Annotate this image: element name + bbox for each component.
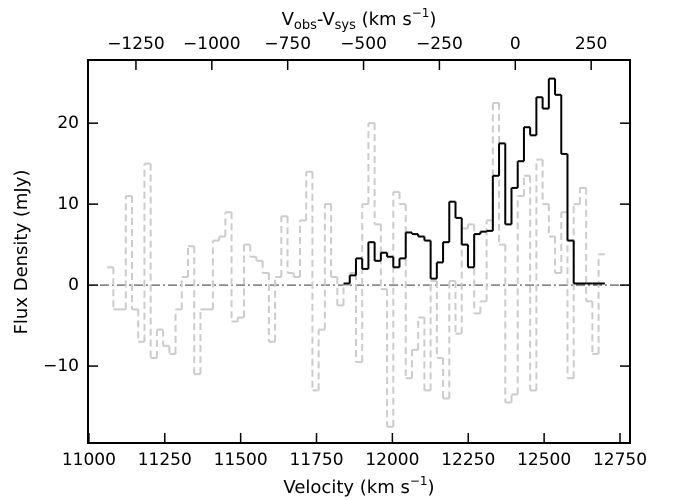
x-label-part: −1 [410,474,428,488]
x2-label-part: V [282,9,295,30]
x-axis-label: Velocity (km s−1) [283,474,434,499]
x-tick-label: 11250 [138,450,192,470]
x2-tick-label: −250 [416,34,463,54]
y-axis-label: Flux Density (mJy) [11,170,32,335]
x-tick-label: 12000 [365,450,419,470]
x2-label-part: (km s [356,9,412,30]
x2-label-part: ) [429,9,436,30]
x2-tick-label: −1000 [183,34,241,54]
x2-tick-label: −1250 [107,34,165,54]
x-tick-label: 11750 [289,450,343,470]
x2-label-part: obs [294,18,317,33]
y-tick-label: 20 [57,113,79,133]
x-tick-label: 11500 [214,450,268,470]
y-tick-label: −10 [43,356,79,376]
x2-tick-label: 0 [510,34,521,54]
x-tick-label: 11000 [62,450,116,470]
x2-label-part: sys [335,18,356,33]
plot-frame [87,59,631,444]
x2-label-part: −1 [412,6,430,20]
y-tick-label: 0 [68,275,79,295]
x2-tick-label: 250 [575,34,607,54]
x-label-part: Velocity (km s [283,477,409,498]
x-tick-label: 12500 [517,450,571,470]
x2-tick-label: −500 [340,34,387,54]
x-tick-label: 12250 [441,450,495,470]
x-tick-label: 12750 [593,450,647,470]
x2-label-part: -V [317,9,335,30]
x2-tick-label: −750 [264,34,311,54]
x-label-part: ) [428,477,435,498]
y-tick-label: 10 [57,194,79,214]
x2-axis-label: Vobs-Vsys (km s−1) [282,6,437,33]
